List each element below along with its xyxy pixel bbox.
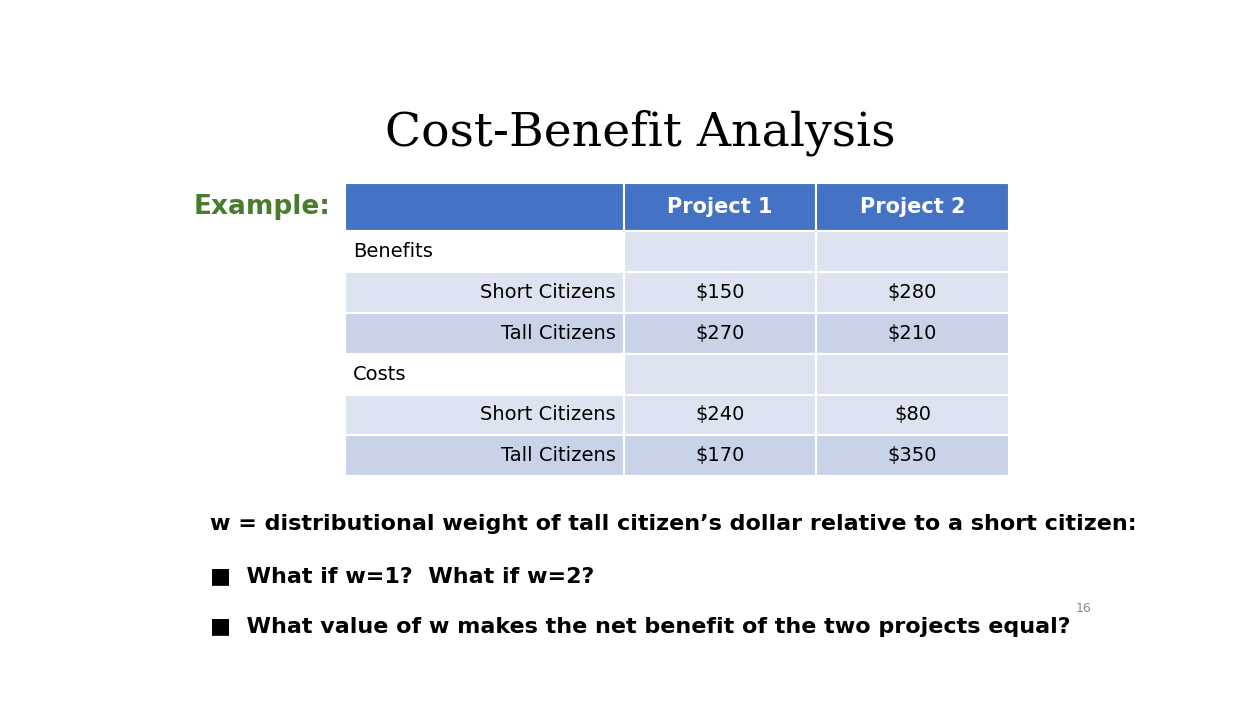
FancyBboxPatch shape bbox=[816, 183, 1009, 232]
Text: Tall Citizens: Tall Citizens bbox=[501, 324, 616, 343]
Text: $270: $270 bbox=[695, 324, 745, 343]
Text: $170: $170 bbox=[695, 446, 745, 465]
FancyBboxPatch shape bbox=[345, 273, 624, 313]
FancyBboxPatch shape bbox=[345, 183, 624, 232]
FancyBboxPatch shape bbox=[816, 232, 1009, 273]
FancyBboxPatch shape bbox=[816, 313, 1009, 354]
FancyBboxPatch shape bbox=[345, 232, 624, 273]
Text: Project 2: Project 2 bbox=[860, 197, 965, 217]
Text: $80: $80 bbox=[894, 405, 931, 424]
FancyBboxPatch shape bbox=[624, 232, 816, 273]
FancyBboxPatch shape bbox=[816, 395, 1009, 436]
FancyBboxPatch shape bbox=[816, 436, 1009, 476]
FancyBboxPatch shape bbox=[624, 313, 816, 354]
Text: 16: 16 bbox=[1075, 602, 1091, 615]
FancyBboxPatch shape bbox=[624, 273, 816, 313]
Text: $240: $240 bbox=[695, 405, 745, 424]
FancyBboxPatch shape bbox=[816, 273, 1009, 313]
FancyBboxPatch shape bbox=[624, 436, 816, 476]
Text: Example:: Example: bbox=[194, 194, 330, 220]
Text: $150: $150 bbox=[695, 283, 745, 302]
Text: Costs: Costs bbox=[352, 365, 406, 383]
Text: $280: $280 bbox=[888, 283, 938, 302]
Text: Short Citizens: Short Citizens bbox=[480, 405, 616, 424]
Text: Tall Citizens: Tall Citizens bbox=[501, 446, 616, 465]
FancyBboxPatch shape bbox=[624, 354, 816, 395]
FancyBboxPatch shape bbox=[624, 395, 816, 436]
Text: ■  What if w=1?  What if w=2?: ■ What if w=1? What if w=2? bbox=[210, 566, 594, 586]
Text: Benefits: Benefits bbox=[352, 242, 432, 261]
FancyBboxPatch shape bbox=[345, 395, 624, 436]
FancyBboxPatch shape bbox=[345, 313, 624, 354]
Text: $350: $350 bbox=[888, 446, 938, 465]
Text: ■  What value of w makes the net benefit of the two projects equal?: ■ What value of w makes the net benefit … bbox=[210, 618, 1070, 638]
FancyBboxPatch shape bbox=[624, 183, 816, 232]
FancyBboxPatch shape bbox=[345, 436, 624, 476]
Text: Cost-Benefit Analysis: Cost-Benefit Analysis bbox=[385, 109, 896, 156]
FancyBboxPatch shape bbox=[345, 354, 624, 395]
Text: Project 1: Project 1 bbox=[668, 197, 772, 217]
Text: $210: $210 bbox=[888, 324, 938, 343]
FancyBboxPatch shape bbox=[816, 354, 1009, 395]
Text: w = distributional weight of tall citizen’s dollar relative to a short citizen:: w = distributional weight of tall citize… bbox=[210, 514, 1136, 534]
Text: Short Citizens: Short Citizens bbox=[480, 283, 616, 302]
